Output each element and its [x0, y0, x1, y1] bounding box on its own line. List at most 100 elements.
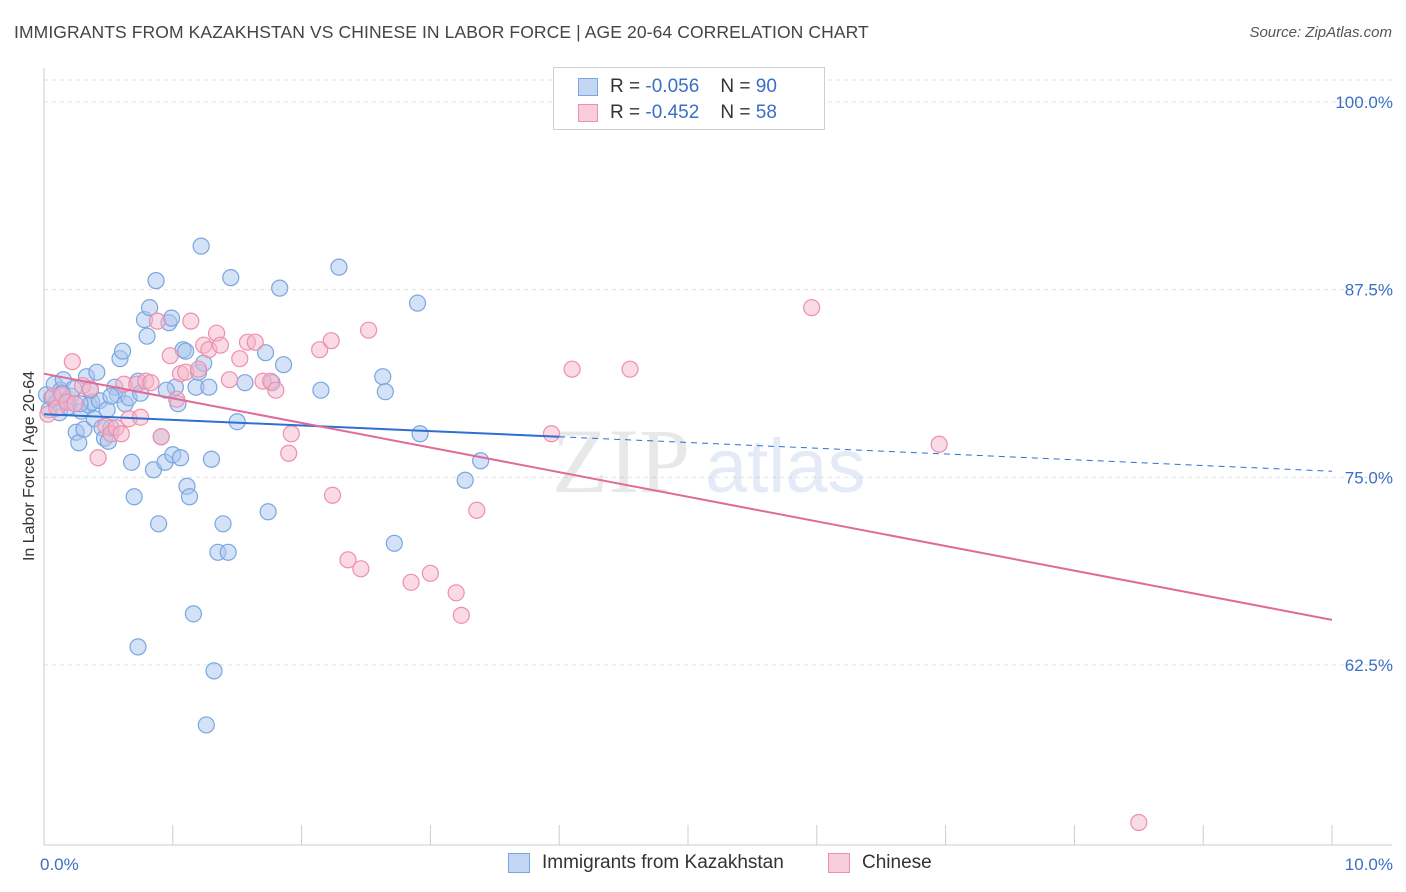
legend-r-value: -0.056 [645, 76, 700, 97]
chinese-point [323, 486, 342, 504]
kazakhstan-point [125, 488, 143, 506]
chinese-point [1130, 813, 1148, 832]
chinese-point [803, 299, 821, 317]
kazakhstan-point [385, 534, 403, 552]
kazakhstan-point [200, 378, 218, 396]
chinese-point [246, 333, 264, 351]
y-tick-label: 87.5% [1345, 281, 1393, 300]
series-legend: Immigrants from Kazakhstan Chinese [0, 852, 1406, 876]
correlation-legend: R = -0.056 N = 90 R = -0.452 N = 58 [553, 67, 825, 130]
kazakhstan-point [171, 449, 190, 467]
watermark-zip: ZIP [552, 410, 690, 512]
kazakhstan-point [274, 356, 293, 374]
chinese-point [81, 380, 99, 398]
kazakhstan-point [162, 309, 181, 327]
kazakhstan-point [180, 488, 199, 506]
kazakhstan-point [456, 471, 474, 489]
chinese-point [359, 321, 378, 339]
chinese-point [930, 435, 948, 453]
chinese-point [89, 449, 107, 467]
kazakhstan-point [376, 383, 394, 401]
chinese-point [563, 360, 581, 378]
trendlines [43, 372, 1333, 621]
kazakhstan-point [411, 425, 429, 443]
chinese-point [211, 336, 230, 354]
legend-swatch-pink [828, 853, 850, 873]
chinese-point [452, 606, 470, 624]
chinese-point [421, 564, 439, 582]
kazakhstan-point [138, 327, 156, 345]
kazakhstan-point [408, 294, 427, 312]
kazakhstan-trendline-extension [559, 436, 1333, 472]
chinese-point [161, 347, 179, 365]
kazakhstan-point [197, 716, 215, 734]
kazakhstan-trendline [43, 413, 560, 438]
chinese-point [468, 501, 486, 519]
kazakhstan-point [205, 662, 223, 680]
watermark-atlas: atlas [705, 424, 866, 509]
x-tick-label: 10.0% [1345, 855, 1393, 874]
kazakhstan-point [141, 299, 159, 317]
chinese-point [447, 584, 465, 602]
tick-labels: 100.0% 87.5% 75.0% 62.5% 0.0% 10.0% [40, 93, 1393, 874]
kazakhstan-point [219, 543, 237, 561]
chinese-point [148, 312, 166, 330]
chinese-point [220, 371, 239, 389]
kazakhstan-point [271, 279, 289, 297]
kazakhstan-point [214, 515, 232, 533]
legend-item-chinese: Chinese [828, 852, 932, 874]
chinese-point [282, 425, 300, 443]
legend-r-value: -0.452 [645, 102, 700, 123]
kazakhstan-point [102, 387, 120, 405]
chinese-point [152, 428, 170, 446]
y-tick-label: 75.0% [1345, 468, 1393, 487]
chinese-point [542, 425, 561, 443]
chinese-point [621, 360, 639, 378]
kazakhstan-point [256, 344, 275, 362]
legend-r-label: R = [610, 102, 641, 123]
kazakhstan-point [113, 342, 132, 360]
kazakhstan-point [122, 453, 141, 471]
gridlines [44, 79, 1392, 666]
chinese-point [112, 425, 130, 443]
legend-n-label: N = [720, 102, 751, 123]
kazakhstan-point [330, 258, 348, 276]
kazakhstan-point [374, 368, 392, 386]
legend-label-kazakhstan: Immigrants from Kazakhstan [542, 852, 784, 873]
kazakhstan-point [184, 605, 203, 623]
legend-r-label: R = [610, 76, 641, 97]
chinese-point [182, 312, 200, 330]
kazakhstan-point [202, 450, 221, 468]
x-tick-label: 0.0% [40, 855, 79, 874]
legend-swatch-blue [508, 853, 530, 873]
kazakhstan-point [88, 363, 106, 381]
chinese-point [402, 573, 420, 591]
y-tick-label: 62.5% [1345, 656, 1393, 675]
series-chinese-points [39, 299, 1148, 832]
kazakhstan-point [75, 420, 93, 438]
legend-row-chinese: R = -0.452 N = 58 [578, 102, 777, 124]
kazakhstan-point [312, 381, 330, 399]
y-tick-label: 100.0% [1335, 93, 1393, 112]
chinese-point [142, 374, 160, 392]
chinese-point [231, 350, 249, 368]
chinese-point [352, 560, 370, 578]
chinese-trendline [43, 372, 1333, 621]
chinese-point [311, 341, 329, 359]
chart-title: IMMIGRANTS FROM KAZAKHSTAN VS CHINESE IN… [14, 22, 869, 42]
axes [43, 68, 1392, 846]
y-axis-label: In Labor Force | Age 20-64 [21, 370, 38, 562]
chinese-point [63, 353, 81, 371]
chinese-point [322, 332, 340, 350]
kazakhstan-point [259, 503, 277, 521]
legend-n-label: N = [720, 76, 751, 97]
legend-swatch-pink [578, 104, 598, 122]
chinese-point [339, 551, 357, 569]
kazakhstan-point [150, 515, 168, 533]
legend-item-kazakhstan: Immigrants from Kazakhstan [508, 852, 784, 874]
kazakhstan-point [177, 342, 195, 360]
series-kazakhstan-points [37, 237, 490, 734]
chinese-point [189, 360, 208, 378]
chinese-point [267, 381, 285, 399]
